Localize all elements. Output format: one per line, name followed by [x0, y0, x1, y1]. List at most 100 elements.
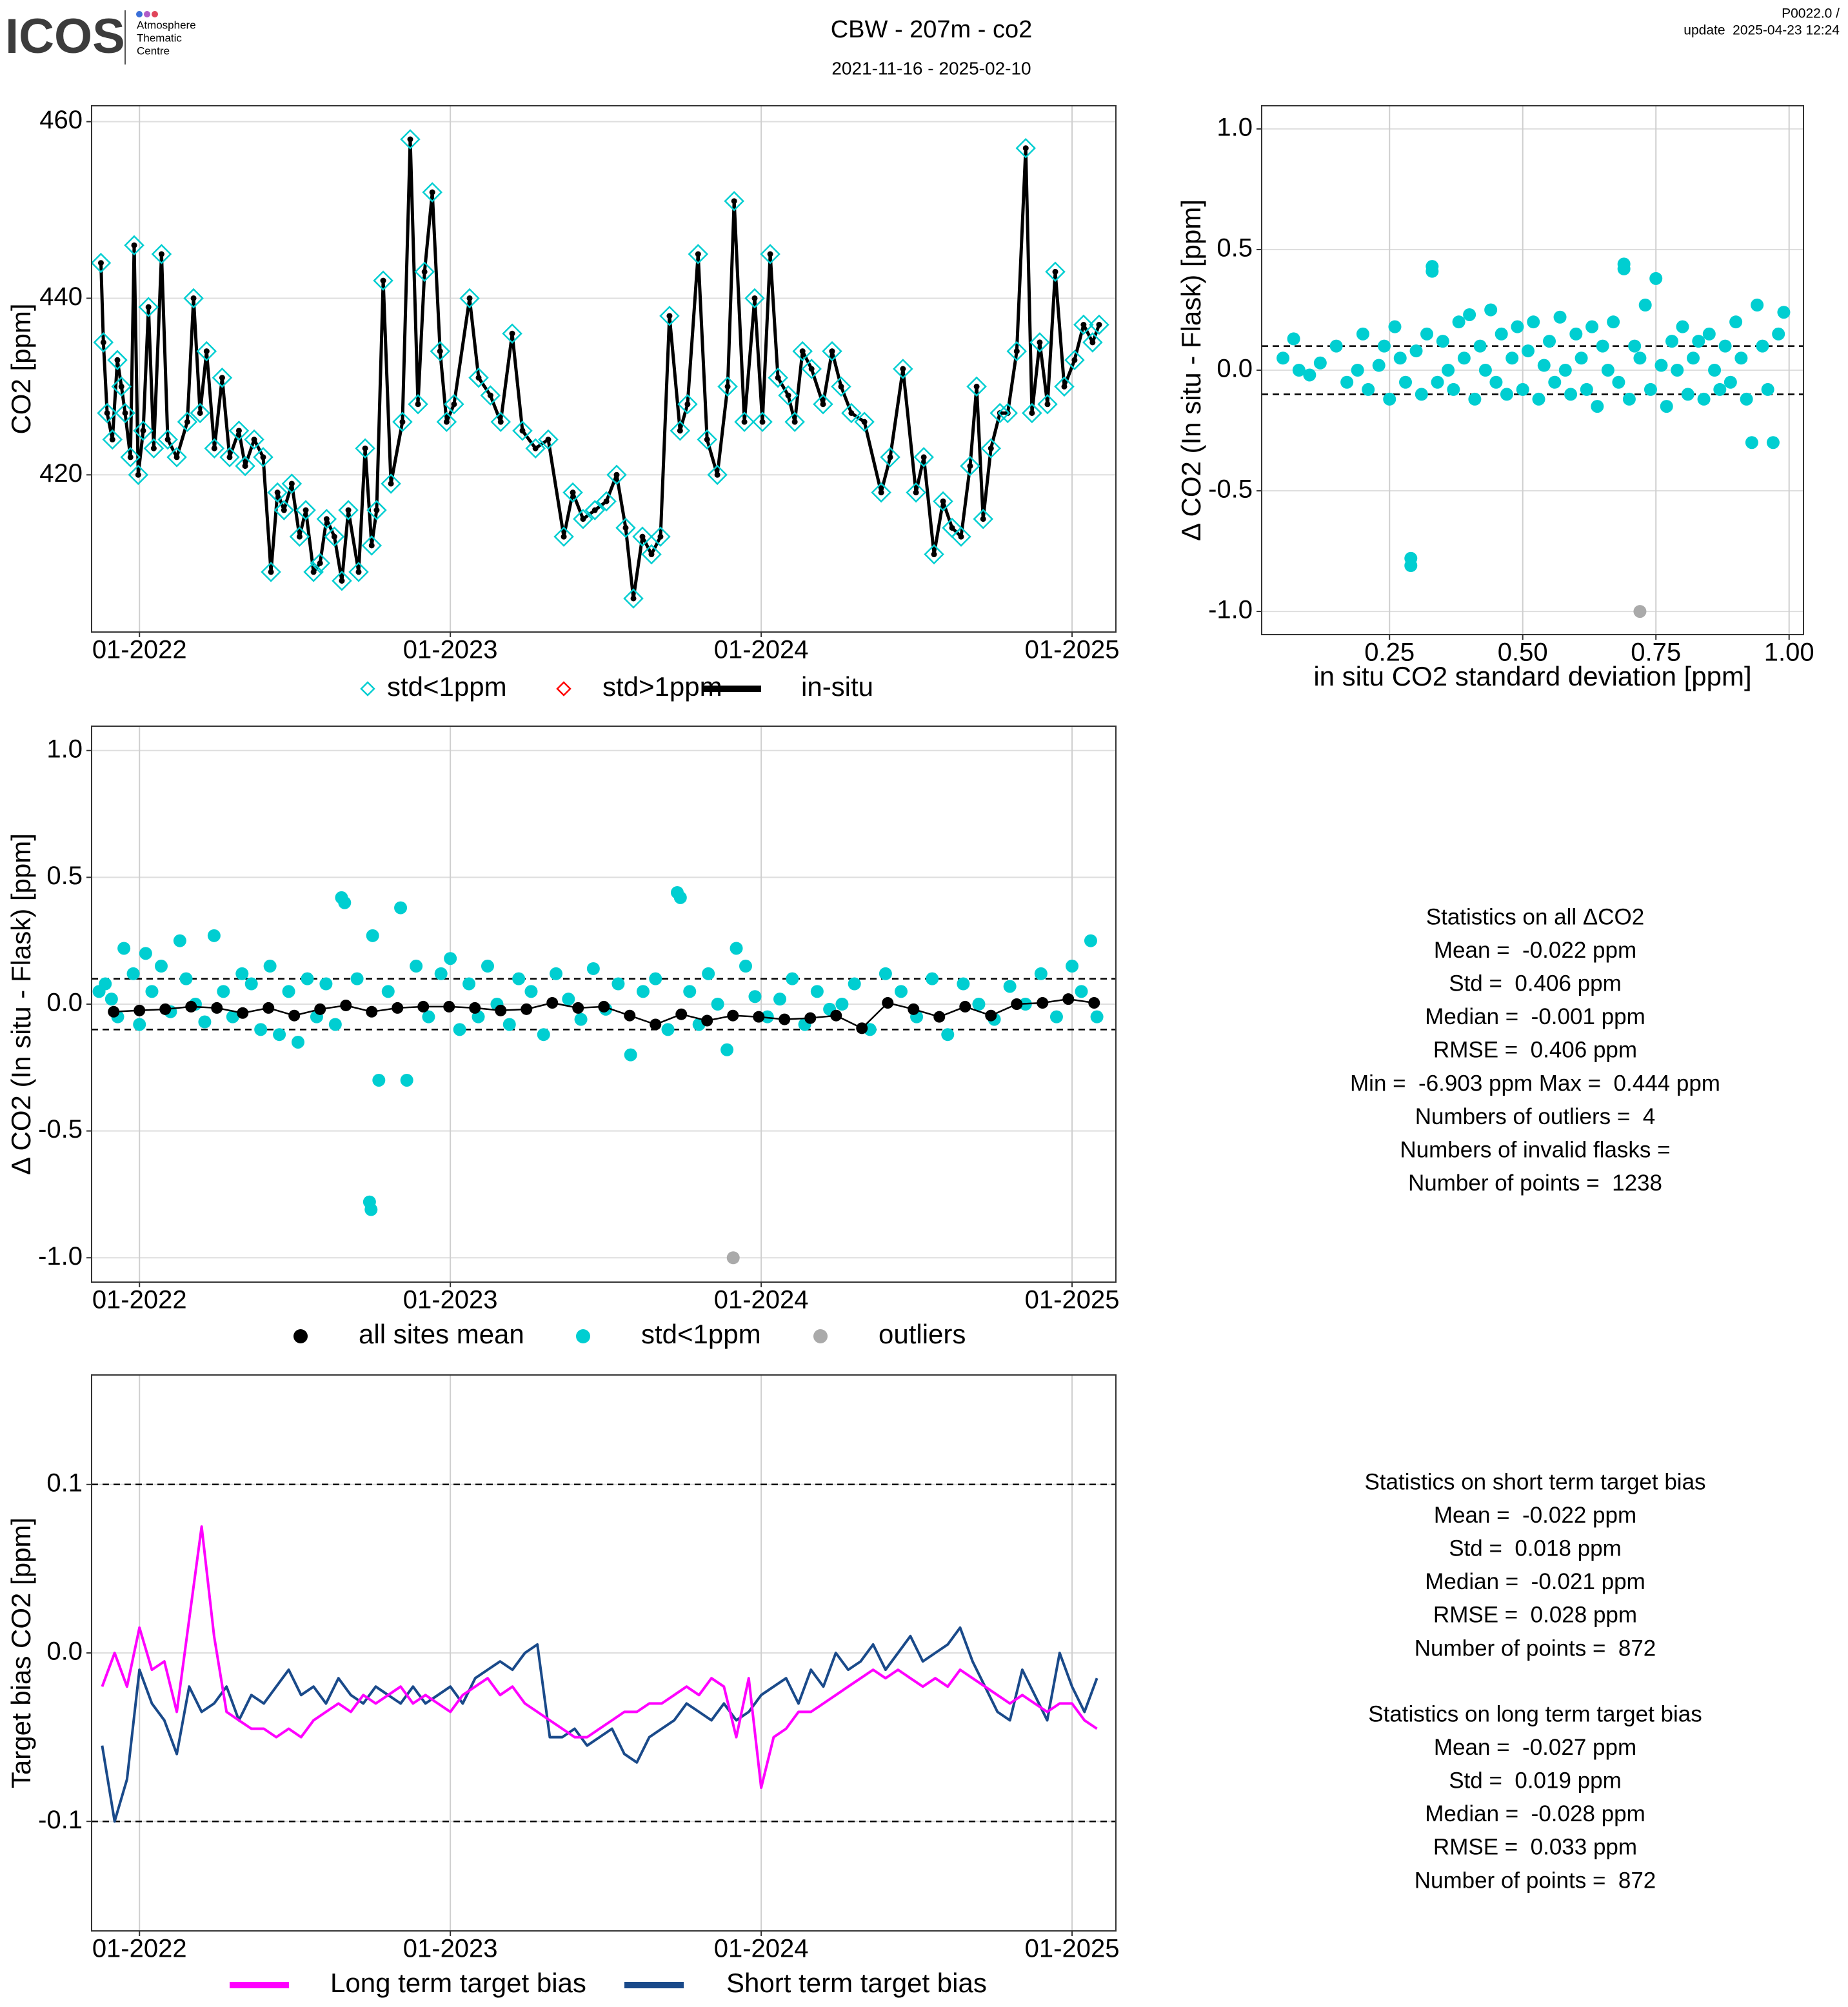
plot-frame: [91, 726, 1117, 1283]
point: [613, 471, 620, 478]
diamond-marker: [801, 359, 822, 379]
point: [323, 516, 330, 522]
point: [1718, 339, 1732, 353]
point: [263, 960, 277, 973]
point: [109, 437, 115, 443]
diamond-marker: [584, 500, 606, 520]
diamond-marker: [989, 402, 1011, 424]
y-tick-label: -1.0: [1208, 596, 1253, 624]
point: [219, 375, 225, 381]
point: [1351, 364, 1364, 377]
point: [1080, 322, 1087, 328]
stat-line: Number of points = 872: [1415, 1636, 1656, 1661]
point: [1543, 335, 1556, 348]
point: [760, 1010, 774, 1023]
stat-line: Mean = -0.022 ppm: [1434, 938, 1636, 963]
point: [1660, 400, 1673, 413]
point: [926, 972, 939, 985]
point: [900, 366, 906, 372]
point: [1022, 145, 1029, 152]
point: [340, 999, 352, 1011]
point: [197, 410, 203, 416]
diamond-marker: [381, 473, 401, 494]
diamond-marker: [553, 526, 574, 547]
point: [99, 977, 112, 991]
stat-line: Median = -0.028 ppm: [1425, 1801, 1645, 1826]
legend-label: std<1ppm: [387, 671, 507, 702]
diamond-marker: [502, 323, 522, 344]
diamond-marker: [893, 359, 913, 379]
point: [1011, 998, 1023, 1010]
point: [251, 437, 257, 443]
point: [317, 560, 323, 566]
diamond-marker: [120, 447, 141, 468]
stat-heading: Statistics on long term target bias: [1368, 1701, 1702, 1726]
x-tick-label: 01-2025: [1025, 1935, 1120, 1963]
diamond-marker: [177, 411, 198, 432]
diamond-marker: [632, 526, 653, 547]
x-axis-label: in situ CO2 standard deviation [ppm]: [1313, 661, 1751, 691]
point: [273, 1028, 286, 1042]
diamond-marker: [204, 438, 225, 459]
point: [887, 454, 893, 460]
y-tick-label: 0.0: [1217, 355, 1253, 383]
point: [462, 977, 476, 991]
point: [1362, 382, 1375, 396]
point: [1649, 272, 1663, 285]
point: [829, 348, 835, 355]
x-tick-label: 01-2024: [714, 1286, 809, 1314]
point: [150, 445, 157, 451]
point: [1761, 382, 1774, 396]
point: [799, 348, 806, 355]
point: [388, 480, 394, 487]
y-tick-label: 0.5: [1217, 234, 1253, 262]
point: [753, 1011, 765, 1023]
point: [164, 437, 171, 443]
diamond-marker: [316, 508, 337, 529]
diamond-marker: [778, 385, 799, 406]
diamond-marker: [102, 429, 123, 450]
point: [1580, 382, 1593, 396]
diamond-marker: [951, 526, 971, 547]
x-tick-label: 01-2025: [1025, 1286, 1120, 1314]
point: [1013, 348, 1020, 355]
point: [282, 985, 295, 998]
point: [203, 348, 210, 355]
stat-line: RMSE = 0.033 ppm: [1433, 1835, 1637, 1860]
point: [154, 960, 168, 973]
plot-frame: [91, 1374, 1117, 1932]
point: [1457, 351, 1471, 365]
point: [1436, 335, 1449, 348]
point: [104, 993, 118, 1006]
point: [683, 985, 697, 998]
diamond-marker: [768, 367, 788, 388]
point: [139, 947, 152, 960]
point: [407, 136, 413, 143]
diamond-marker: [822, 341, 842, 362]
point: [303, 507, 309, 513]
point: [649, 972, 662, 985]
point: [198, 1015, 212, 1029]
diamond-marker: [562, 482, 583, 503]
diamond-marker: [913, 447, 934, 468]
x-tick-label: 1.00: [1764, 638, 1814, 667]
point: [1687, 351, 1700, 365]
point: [650, 1018, 662, 1031]
legend-point: [576, 1329, 590, 1343]
point: [1777, 306, 1791, 319]
point: [561, 533, 567, 540]
point: [226, 454, 233, 460]
diamond-marker: [261, 562, 281, 582]
x-tick-label: 01-2022: [92, 1935, 187, 1963]
point: [366, 929, 379, 942]
point: [135, 471, 141, 478]
point: [1463, 308, 1476, 321]
y-tick-label: 0.5: [46, 862, 83, 890]
point: [380, 277, 386, 284]
point: [373, 507, 380, 513]
point: [495, 1004, 507, 1016]
y-axis-label: Δ CO2 (In situ - Flask) [ppm]: [1176, 199, 1206, 541]
stat-line: Std = 0.406 ppm: [1449, 971, 1622, 996]
point: [211, 1002, 223, 1014]
diamond-marker: [408, 393, 428, 415]
